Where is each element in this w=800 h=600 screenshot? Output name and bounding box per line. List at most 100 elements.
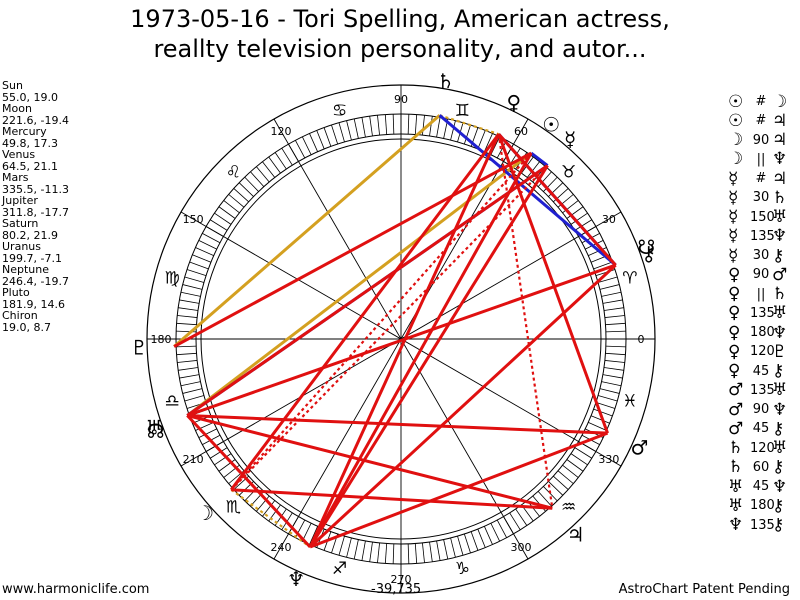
aspect-planet-a: ♀: [728, 303, 741, 324]
planet-name-sun: Sun: [2, 79, 23, 92]
aspect-planet-a: ♀: [728, 264, 741, 285]
degree-tick: [436, 540, 441, 561]
degree-tick: [268, 156, 281, 174]
degree-tick: [484, 526, 493, 545]
degree-tick: [223, 200, 240, 214]
jupiter-glyph: ♃: [567, 522, 585, 546]
aspect-planet-b: ⚷: [772, 245, 785, 266]
aspect-symbol: #: [755, 113, 767, 129]
aspect-line: [530, 151, 549, 167]
aspect-row: ♀ || ♄: [728, 284, 796, 304]
aspect-row: ☽ || ♆: [728, 149, 796, 169]
degree-tick: [604, 315, 625, 318]
aspect-planet-a: ☿: [728, 245, 739, 266]
degree-tick: [274, 152, 287, 170]
aspect-planet-a: ☿: [728, 226, 739, 247]
sagittarius-sign-icon: ♐: [332, 559, 347, 579]
degree-tick: [331, 124, 339, 145]
aspect-line: [231, 488, 553, 510]
degree-tick: [407, 114, 410, 135]
aspect-line: [230, 488, 311, 548]
aspect-planet-b: ♅: [772, 438, 788, 459]
degree-tick: [443, 539, 449, 560]
aspect-line: [438, 114, 617, 267]
planet-name-mercury: Mercury: [2, 125, 47, 138]
degree-tick: [281, 147, 293, 166]
uranus-glyph: ♅: [145, 415, 163, 439]
degree-tick: [309, 526, 318, 545]
degree-tick: [377, 542, 380, 563]
degree-tick: [233, 188, 249, 203]
degree-tick: [588, 422, 607, 431]
aspect-row: ☿ 135 ♆: [728, 226, 796, 247]
aspect-planet-a: ♆: [728, 515, 744, 536]
footer-website: www.harmoniclife.com: [2, 582, 150, 597]
aquarius-sign-icon: ♒: [561, 498, 576, 518]
aspect-planet-a: ☽: [728, 130, 744, 151]
degree-tick: [595, 401, 616, 409]
aspect-row: ♅ 45 ♆: [728, 477, 796, 497]
degree-tick: [176, 322, 197, 326]
aspect-row: ☿ 30 ⚷: [728, 245, 796, 266]
degree-tick: [601, 381, 622, 387]
aspect-row: ♄ 60 ⚷: [728, 457, 796, 478]
aspect-planet-b: ⚷: [772, 515, 785, 536]
aspect-planet-b: ⚷: [772, 361, 785, 382]
planet-coords-jupiter: 311.8, -17.7: [2, 205, 69, 219]
degree-tick: [484, 133, 493, 152]
aspect-symbol: #: [755, 171, 767, 187]
degree-tick: [195, 247, 214, 256]
degree-tick: [490, 523, 500, 542]
planet-coords-moon: 221.6, -19.4: [2, 113, 69, 127]
aspect-line: [173, 114, 441, 348]
degree-tick: [574, 447, 593, 459]
degree-tick: [477, 528, 486, 548]
planet-name-pluto: Pluto: [2, 286, 30, 299]
aspect-row: ♀ 135 ♅: [728, 303, 796, 324]
degree-tick: [566, 459, 584, 472]
aspect-planet-a: ♄: [728, 457, 744, 478]
aspect-list: ☉ # ☽ ☉ # ♃ ☽ 90 ♃ ☽ || ♆ ☿ # ♃ ☿ 30 ♄ ☿ 150 ♅ ☿ 135 ♆ ☿ 30 ⚷ ♀ 90 ♂ ♀…: [728, 91, 796, 536]
aspect-row: ♂ 45 ⚷: [728, 418, 796, 439]
aspect-symbol: 180: [750, 498, 775, 514]
planet-name-uranus: Uranus: [2, 240, 41, 253]
aspect-symbol: 45: [752, 363, 770, 379]
cancer-sign-icon: ♋: [332, 101, 347, 121]
degree-tick: [361, 540, 366, 561]
leo-sign-icon: ♌: [226, 162, 241, 182]
degree-tick: [601, 291, 622, 297]
aspect-planet-a: ☿: [728, 168, 739, 189]
aspect-line: [186, 151, 533, 417]
mercury-glyph: ☿: [564, 127, 576, 151]
degree-tick: [361, 117, 366, 138]
aspect-line: [186, 263, 617, 417]
degree-tick: [218, 206, 236, 219]
aspect-symbol: 45: [752, 479, 770, 495]
aspect-row: ☉ # ♃: [728, 111, 796, 131]
aspect-planet-a: ♂: [728, 418, 744, 439]
aspect-planet-b: ⚷: [772, 495, 785, 516]
aspect-row: ☿ 150 ♅: [728, 207, 796, 227]
aspect-line: [187, 414, 608, 435]
aspect-planet-a: ☉: [728, 91, 744, 112]
degree-tick: [526, 161, 540, 178]
footer-patent: AstroChart Patent Pending: [618, 582, 790, 597]
planet-coords-neptune: 246.4, -19.7: [2, 274, 69, 288]
degree-label: 150: [183, 213, 204, 226]
pluto-glyph: ♇: [130, 336, 148, 360]
degree-tick: [605, 345, 626, 348]
aspect-symbol: 30: [752, 190, 770, 206]
aspect-symbol: #: [755, 94, 767, 110]
aspect-planet-a: ☿: [728, 187, 739, 208]
degree-tick: [209, 219, 228, 231]
pisces-sign-icon: ♓: [622, 391, 637, 411]
degree-label: 240: [271, 541, 292, 554]
planet-name-saturn: Saturn: [2, 217, 39, 230]
planet-coords-venus: 64.5, 21.1: [2, 159, 58, 173]
aspect-symbol: 135: [750, 517, 775, 533]
aspect-planet-a: ♀: [728, 322, 741, 343]
aspect-planet-b: ⚷: [772, 418, 785, 439]
degree-tick: [353, 539, 359, 560]
degree-label: 300: [511, 541, 532, 554]
